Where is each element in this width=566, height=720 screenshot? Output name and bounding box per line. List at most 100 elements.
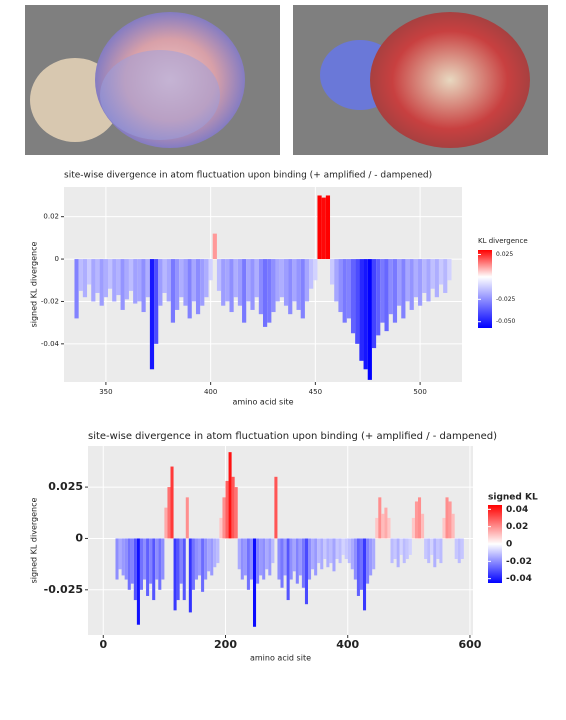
bar [136,538,140,625]
bar [158,259,163,306]
x-tick-label: 0 [99,638,107,651]
bar [103,259,108,298]
bar [225,259,230,302]
bar [231,476,235,539]
bar [309,259,314,289]
bar [363,259,368,370]
bar [201,538,205,592]
bar [246,259,251,302]
bar [296,259,301,310]
color-tick-label: 0.02 [506,522,528,532]
bar [317,195,322,260]
bar [323,538,327,559]
bar [347,538,351,564]
bar [263,259,268,327]
color-tick-label: -0.050 [496,318,516,325]
bar [311,538,315,570]
bar [430,259,435,289]
bar [74,259,79,319]
bar [460,538,464,559]
bar [393,538,397,559]
bar [402,538,406,564]
bar [375,517,379,539]
bar [187,259,192,319]
bar [426,259,431,302]
bar [304,259,310,302]
bar [198,538,202,576]
bar [392,259,398,323]
color-bar [488,505,502,583]
bar [338,259,343,313]
bar [242,259,247,323]
bar [283,259,289,306]
bar [195,259,201,315]
bar [413,259,419,298]
bar [396,538,400,568]
bar [421,513,425,539]
bar [146,538,150,596]
bar [221,259,226,306]
bar [342,259,347,323]
bar [204,538,208,580]
bar [329,538,333,564]
bar [338,538,342,564]
bar [381,513,385,539]
bar [414,501,418,539]
bar [127,538,131,590]
bar [210,538,214,576]
bar [366,538,370,584]
bar [454,538,458,559]
bar [118,538,122,570]
bar [405,538,409,559]
bar [330,259,335,285]
bar [149,259,155,370]
bar [176,538,180,601]
x-axis-label: amino acid site [250,654,311,663]
bar [283,538,287,576]
bar [249,538,253,580]
bar [152,538,156,601]
bar [427,538,431,564]
bar [137,259,142,302]
bar [376,259,381,336]
bar [170,466,174,539]
color-tick-label: -0.025 [496,296,516,303]
bar [188,538,192,613]
bar [436,538,440,559]
bar [313,259,318,281]
bar [277,538,281,580]
bar [409,259,414,310]
bar [121,538,125,576]
color-tick-label: 0 [506,540,512,550]
bar [219,517,223,539]
bar [262,538,266,580]
bar [91,259,96,302]
chart-title: site-wise divergence in atom fluctuation… [88,431,497,442]
bar [139,538,143,590]
bar [116,259,121,296]
bar [107,259,113,289]
bar [320,538,324,570]
bar [208,259,213,281]
bar [124,259,129,300]
bar [265,538,269,570]
bar [286,538,290,601]
bar [314,538,318,576]
bar [298,538,302,576]
bar [335,538,339,559]
bar [321,197,326,260]
bar [154,259,159,344]
y-axis-label: signed KL divergence [30,498,39,584]
bar [451,513,455,539]
bar [301,538,305,588]
bar [367,259,372,380]
bar [212,233,217,260]
bar [253,538,257,627]
bar [183,259,188,306]
bar [353,538,357,580]
bar [443,259,448,293]
bar [133,538,137,601]
bar [229,259,234,313]
bar [433,538,437,568]
bar [207,538,211,572]
